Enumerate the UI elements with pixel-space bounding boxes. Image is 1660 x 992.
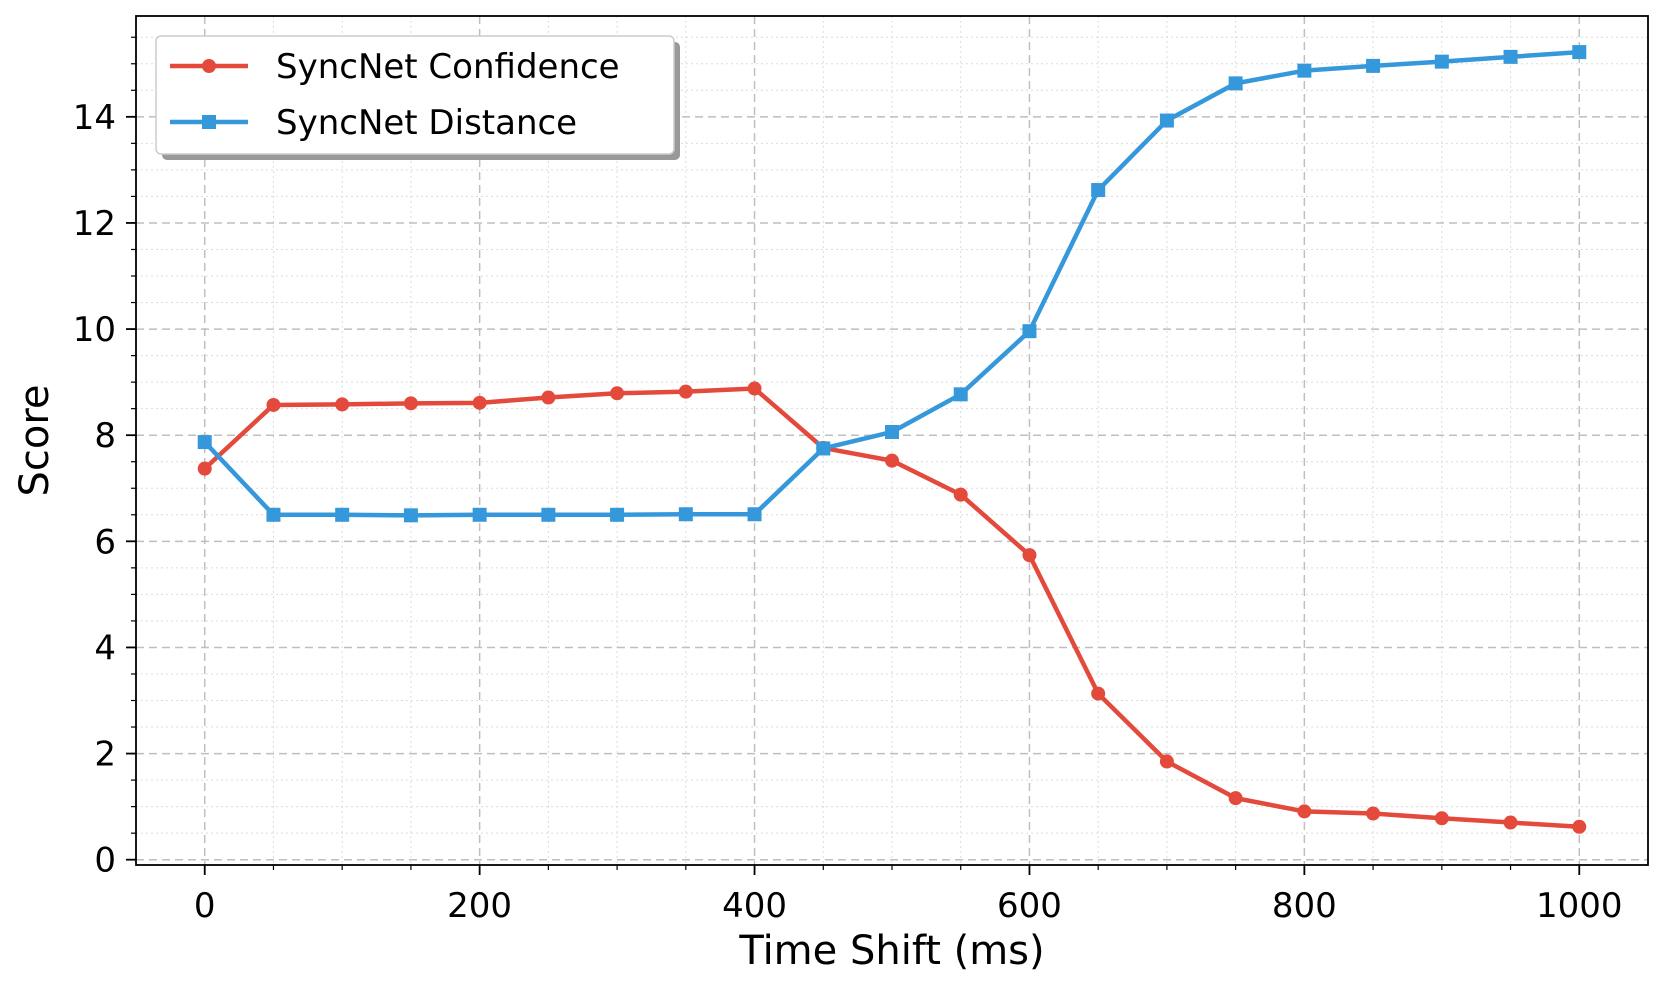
distance-point (1159, 113, 1174, 128)
confidence-point (1159, 754, 1174, 769)
distance-point (678, 507, 693, 522)
confidence-point (266, 397, 281, 412)
x-tick-label: 0 (194, 886, 216, 926)
y-tick-label: 12 (73, 204, 116, 244)
distance-point (1503, 49, 1518, 64)
confidence-point (1022, 548, 1037, 563)
y-axis-label: Score (12, 384, 58, 496)
confidence-point (1297, 804, 1312, 819)
confidence-point (1228, 791, 1243, 806)
distance-point (335, 507, 350, 522)
x-tick-label: 800 (1272, 886, 1337, 926)
distance-point (472, 507, 487, 522)
distance-point (403, 508, 418, 523)
distance-point (197, 435, 212, 450)
distance-point (266, 507, 281, 522)
distance-point (1434, 54, 1449, 69)
confidence-point (472, 395, 487, 410)
confidence-point (403, 396, 418, 411)
legend-marker-square (202, 115, 216, 129)
distance-point (1297, 63, 1312, 78)
distance-point (541, 507, 556, 522)
distance-point (1022, 324, 1037, 339)
legend-marker-circle (202, 59, 216, 73)
legend-label: SyncNet Confidence (276, 47, 620, 87)
x-axis-label: Time Shift (ms) (738, 928, 1044, 974)
confidence-point (1434, 811, 1449, 826)
distance-point (747, 507, 762, 522)
confidence-point (541, 390, 556, 405)
confidence-point (678, 384, 693, 399)
confidence-point (1503, 815, 1518, 830)
x-tick-label: 1000 (1536, 886, 1623, 926)
distance-point (1366, 58, 1381, 73)
confidence-point (197, 461, 212, 476)
distance-point (610, 507, 625, 522)
distance-point (816, 441, 831, 456)
x-tick-label: 200 (447, 886, 512, 926)
confidence-point (1572, 819, 1587, 834)
distance-point (953, 387, 968, 402)
x-tick-label: 400 (722, 886, 787, 926)
y-tick-label: 14 (73, 98, 116, 138)
distance-point (1228, 76, 1243, 91)
confidence-point (335, 397, 350, 412)
y-tick-label: 6 (94, 522, 116, 562)
legend-label: SyncNet Distance (276, 103, 577, 143)
y-tick-label: 0 (94, 841, 116, 881)
legend-box (155, 35, 675, 155)
confidence-point (1366, 806, 1381, 821)
confidence-point (953, 487, 968, 502)
confidence-point (1091, 686, 1106, 701)
confidence-point (747, 381, 762, 396)
y-tick-label: 8 (94, 416, 116, 456)
x-tick-label: 600 (997, 886, 1062, 926)
distance-point (885, 425, 899, 440)
distance-point (1091, 183, 1106, 198)
confidence-point (610, 386, 625, 401)
y-tick-label: 10 (73, 310, 116, 350)
distance-point (1572, 45, 1587, 60)
confidence-point (885, 453, 899, 468)
y-tick-label: 4 (94, 628, 116, 668)
y-tick-label: 2 (94, 735, 116, 775)
